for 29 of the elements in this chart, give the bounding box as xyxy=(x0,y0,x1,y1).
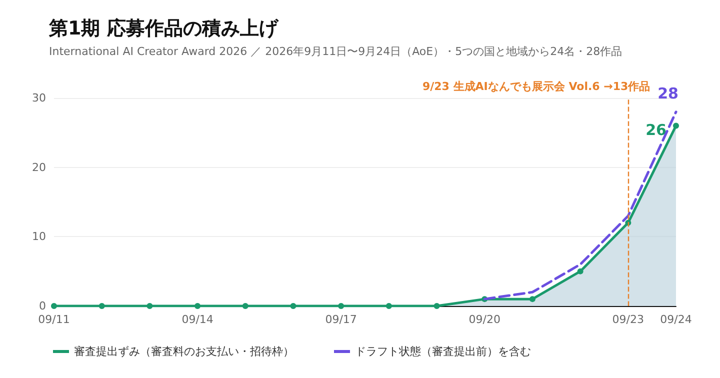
point xyxy=(673,122,679,129)
y-tick-label: 10 xyxy=(32,230,46,244)
point xyxy=(194,303,201,309)
y-tick-label: 30 xyxy=(32,92,46,104)
point xyxy=(98,303,105,309)
x-tick-label: 09/24 xyxy=(660,313,692,326)
y-tick-label: 20 xyxy=(32,160,46,174)
ref-line-label: 9/23 生成AIなんでも展示会 Vol.6 →13作品 xyxy=(422,80,650,93)
data-label: 26 xyxy=(646,121,666,140)
point xyxy=(290,303,296,309)
y-tick-label: 0 xyxy=(39,300,46,312)
x-tick-label: 09/14 xyxy=(182,313,214,326)
x-tick-label: 09/23 xyxy=(612,313,644,326)
x-tick-label: 09/20 xyxy=(468,313,500,326)
point xyxy=(338,303,344,309)
point xyxy=(146,303,153,309)
point xyxy=(242,303,248,309)
point xyxy=(434,303,440,309)
point xyxy=(577,268,584,274)
chart-subtitle: International AI Creator Award 2026 ／ 2026年9月11日〜9月24日（AoE）・5つの国と地域から24名・28作品 xyxy=(49,45,622,58)
x-tick-label: 09/17 xyxy=(325,313,357,326)
x-tick-label: 09/11 xyxy=(38,313,70,326)
point xyxy=(529,296,536,302)
legend-label: ドラフト状態（審査提出前）を含む xyxy=(355,345,531,358)
chart-title: 第1期 応募作品の積み上げ xyxy=(48,18,279,40)
point xyxy=(386,303,392,309)
data-label: 28 xyxy=(658,84,678,102)
legend-label: 審査提出ずみ（審査料のお支払い・招待枠） xyxy=(74,345,294,358)
point xyxy=(51,303,57,309)
